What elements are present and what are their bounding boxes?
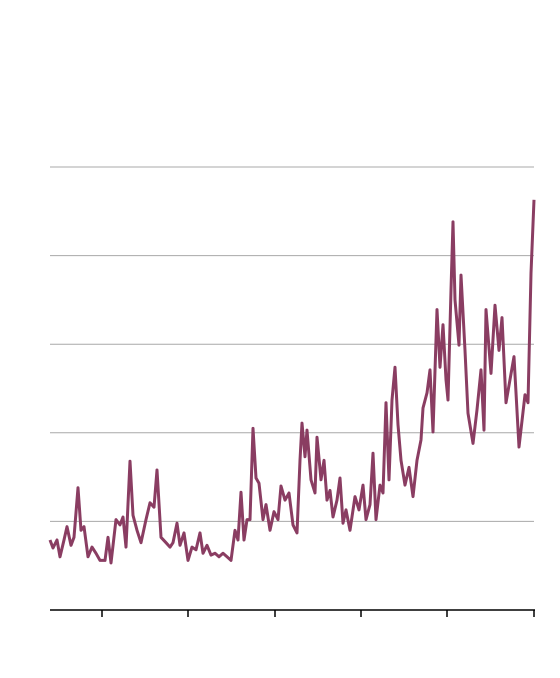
data-line xyxy=(48,199,536,565)
